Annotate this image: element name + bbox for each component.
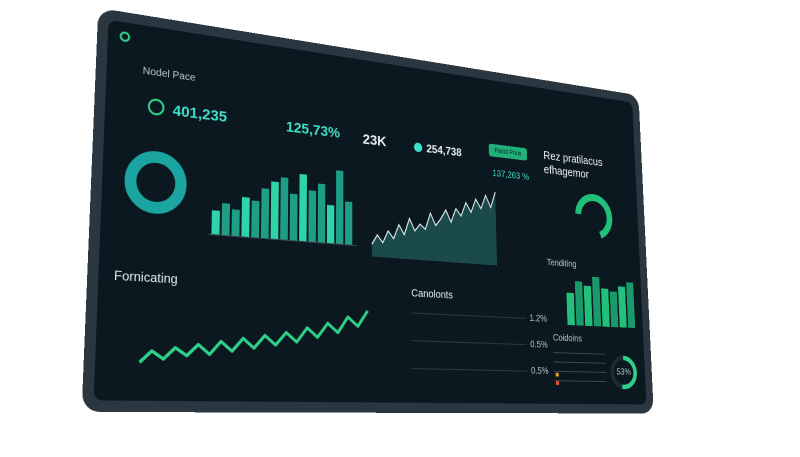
- bar: [241, 196, 250, 238]
- bar: [251, 200, 260, 239]
- line-label: 0.5%: [531, 366, 549, 377]
- bar: [260, 188, 270, 239]
- panel-title: Canolonts: [411, 287, 453, 301]
- tablet: Nodel Pace 401,235 125,73% 23K 254,738 1…: [81, 7, 654, 414]
- bar: [270, 181, 279, 240]
- bar: [336, 170, 344, 245]
- kpi: 401,235: [172, 103, 227, 126]
- line-label: 0.5%: [530, 340, 548, 351]
- kpi: 125,73%: [286, 119, 340, 141]
- bar: [211, 210, 220, 236]
- kpi: 23K: [363, 132, 387, 150]
- area: [371, 178, 497, 266]
- line-label: 1.2%: [529, 313, 547, 324]
- bar: [289, 193, 298, 242]
- donut-label: 53%: [616, 367, 631, 377]
- bar: [231, 209, 240, 237]
- bar: [308, 190, 317, 243]
- bar: [221, 203, 231, 236]
- panel-title: Tenditing: [547, 258, 577, 270]
- bar: [280, 177, 289, 241]
- kpi: 137,263 %: [492, 169, 529, 183]
- bar: [345, 201, 353, 246]
- bar: [299, 173, 307, 242]
- screen: [93, 19, 647, 405]
- bar: [317, 183, 326, 244]
- kpi: 254,738: [426, 142, 462, 159]
- panel-title: Fornicating: [114, 268, 178, 287]
- button-label[interactable]: Fastd Pous: [494, 148, 522, 158]
- bar: [566, 292, 575, 326]
- panel-title: Coidoins: [553, 333, 582, 344]
- bar: [326, 204, 335, 244]
- dashboard: Nodel Pace 401,235 125,73% 23K 254,738 1…: [81, 7, 654, 414]
- headline: efhagemor: [544, 162, 590, 181]
